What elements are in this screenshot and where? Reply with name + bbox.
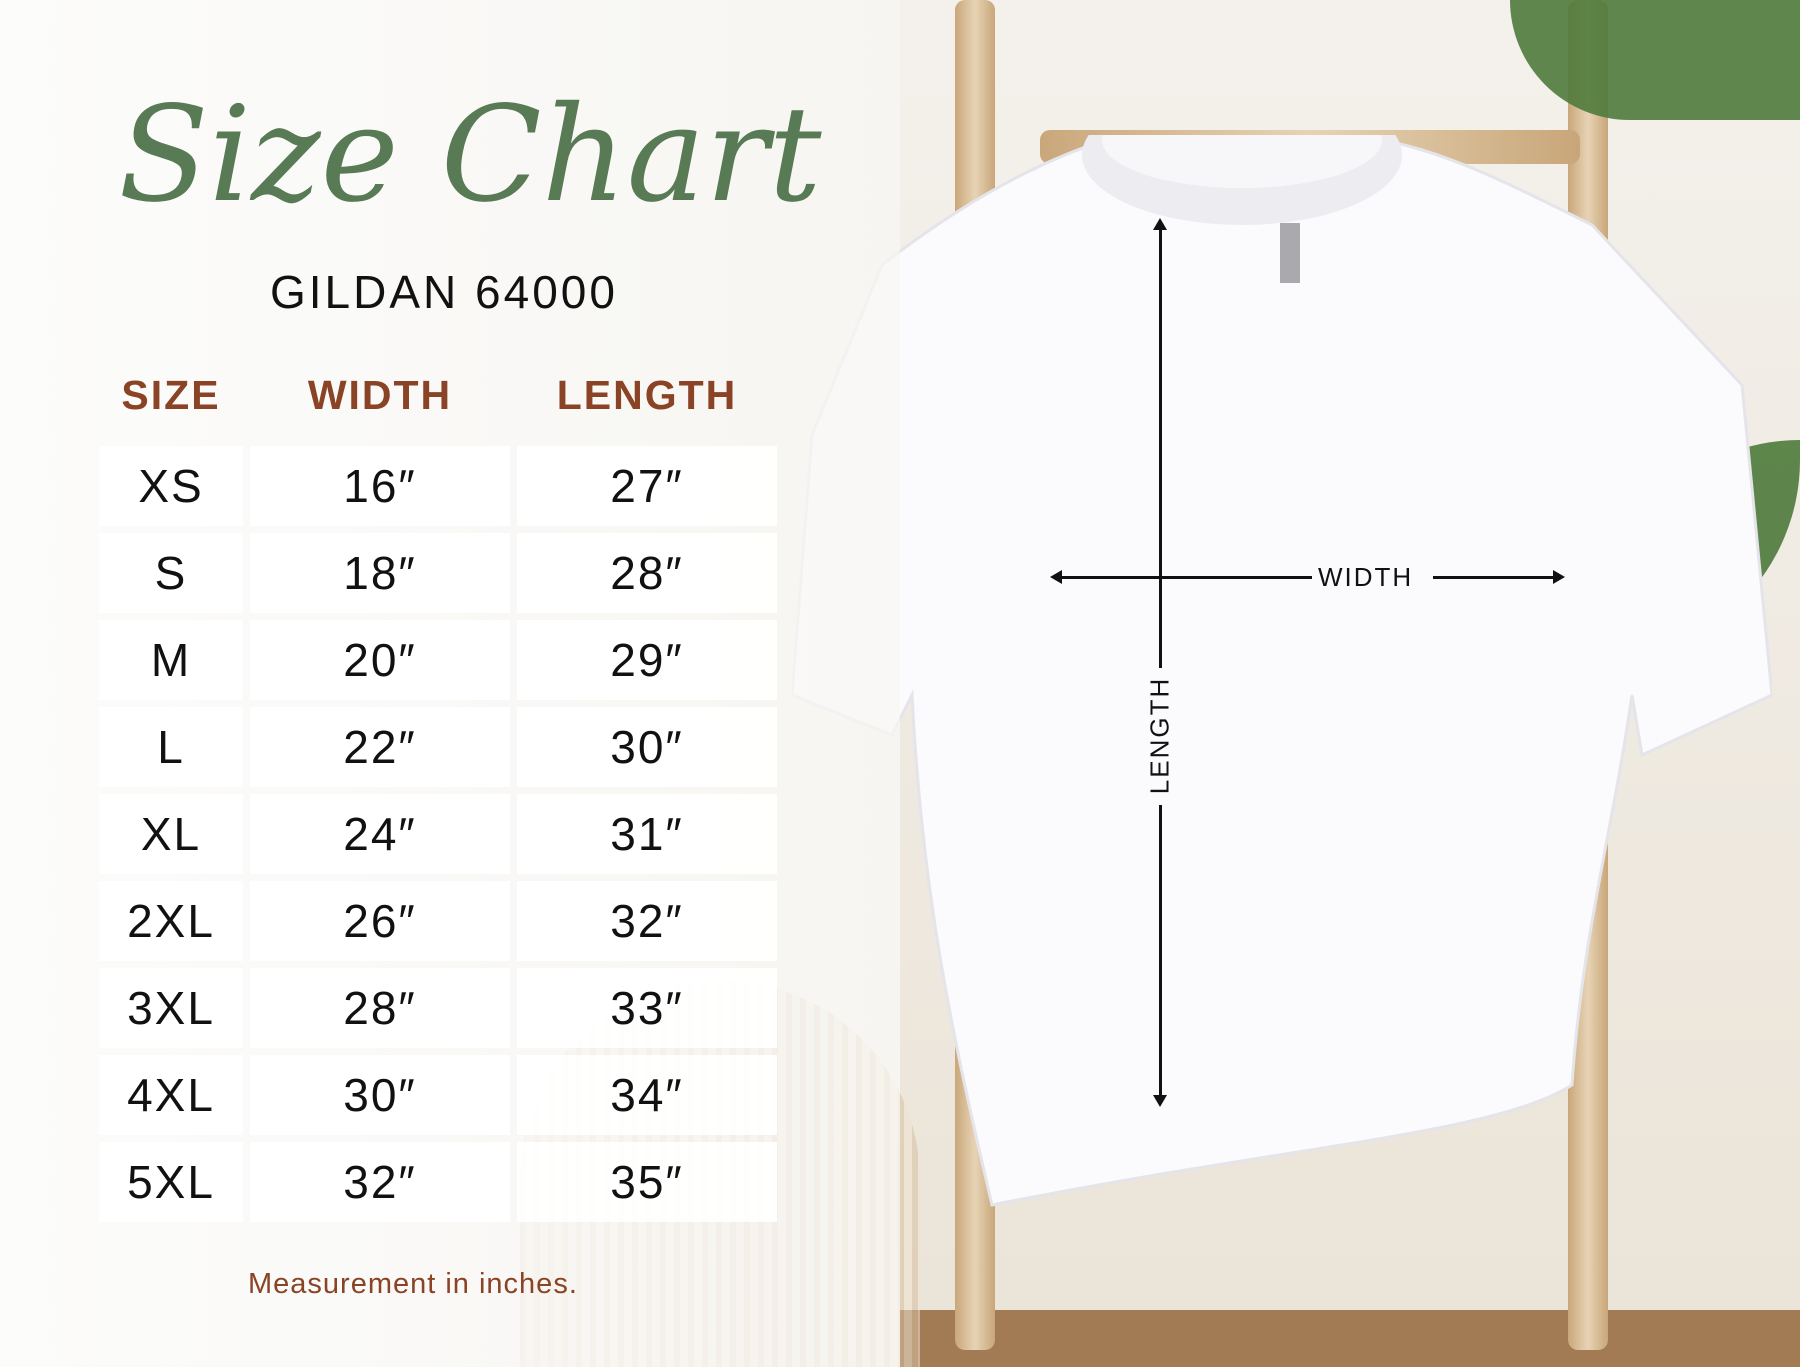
tshirt-image: [792, 135, 1772, 1207]
length-arrow-line: [1159, 805, 1162, 1097]
cell-length: 27″: [517, 446, 777, 526]
wooden-floor: [900, 1310, 1800, 1367]
cell-size: 2XL: [99, 881, 243, 961]
shirt-tag: [1280, 223, 1300, 283]
cell-width: 32″: [250, 1142, 510, 1222]
width-label: WIDTH: [1318, 562, 1414, 592]
cell-size: 3XL: [99, 968, 243, 1048]
cell-size: XL: [99, 794, 243, 874]
cell-width: 16″: [250, 446, 510, 526]
cell-size: 4XL: [99, 1055, 243, 1135]
length-label: LENGTH: [1144, 676, 1175, 795]
cell-size: XS: [99, 446, 243, 526]
header-width: WIDTH: [307, 372, 453, 418]
cell-width: 22″: [250, 707, 510, 787]
width-arrow-line: [1058, 576, 1312, 579]
cell-length: 30″: [517, 707, 777, 787]
cell-width: 28″: [250, 968, 510, 1048]
cell-width: 24″: [250, 794, 510, 874]
cell-width: 26″: [250, 881, 510, 961]
cell-width: 20″: [250, 620, 510, 700]
footer-note: Measurement in inches.: [248, 1268, 578, 1300]
header-size: SIZE: [121, 372, 221, 418]
cell-length: 28″: [517, 533, 777, 613]
cell-length: 35″: [517, 1142, 777, 1222]
header-length: LENGTH: [556, 372, 738, 418]
cell-size: M: [99, 620, 243, 700]
arrow-right-icon: [1553, 570, 1565, 584]
cell-length: 33″: [517, 968, 777, 1048]
arrow-left-icon: [1050, 570, 1062, 584]
page-title: Size Chart: [118, 78, 822, 232]
cell-length: 34″: [517, 1055, 777, 1135]
arrow-up-icon: [1153, 218, 1167, 230]
page-subtitle: GILDAN 64000: [270, 266, 618, 318]
cell-length: 32″: [517, 881, 777, 961]
cell-size: 5XL: [99, 1142, 243, 1222]
cell-length: 31″: [517, 794, 777, 874]
cell-width: 30″: [250, 1055, 510, 1135]
arrow-down-icon: [1153, 1095, 1167, 1107]
cell-size: S: [99, 533, 243, 613]
cell-length: 29″: [517, 620, 777, 700]
cell-size: L: [99, 707, 243, 787]
cell-width: 18″: [250, 533, 510, 613]
width-arrow-line: [1433, 576, 1553, 579]
length-arrow-line: [1159, 228, 1162, 668]
